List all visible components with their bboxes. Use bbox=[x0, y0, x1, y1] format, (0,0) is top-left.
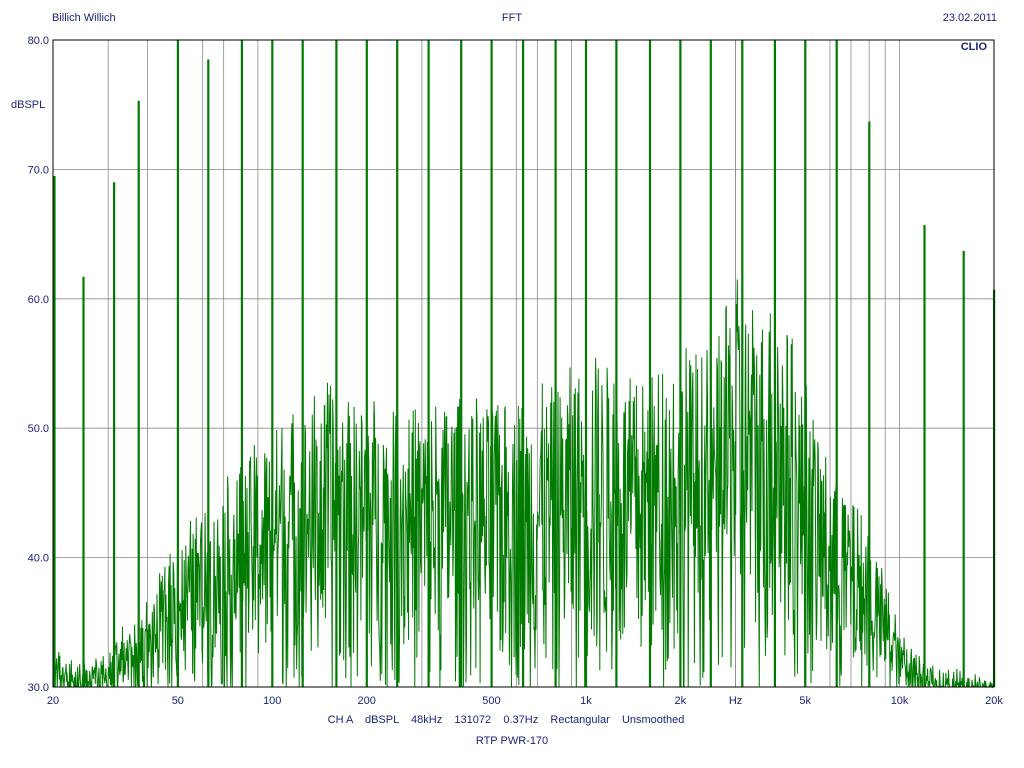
spike-line bbox=[835, 40, 838, 687]
spike-line bbox=[741, 40, 744, 687]
x-tick-label: 500 bbox=[482, 695, 500, 707]
x-tick-label: 20 bbox=[47, 695, 59, 707]
spike-line bbox=[427, 40, 430, 687]
spike-line bbox=[53, 175, 56, 687]
spike-line bbox=[82, 276, 85, 687]
spike-line bbox=[868, 121, 871, 687]
x-tick-label: 20k bbox=[985, 695, 1003, 707]
spike-line bbox=[176, 40, 179, 687]
spike-line bbox=[271, 40, 274, 687]
y-tick-label: 30.0 bbox=[28, 682, 49, 694]
spike-line bbox=[923, 225, 926, 687]
footer-device: RTP PWR-170 bbox=[475, 735, 549, 747]
tick-labels: 30.0 40.0 50.0 60.0 70.0 80.0 20 50 100 200 500 1k 2… bbox=[28, 35, 1004, 707]
plot-frame bbox=[52, 39, 995, 688]
spike-line bbox=[396, 40, 399, 687]
chart-title: FFT bbox=[501, 12, 523, 24]
x-tick-label: 2k bbox=[675, 695, 687, 707]
spike-line bbox=[709, 40, 712, 687]
footer-settings: CH A dBSPL 48kHz 131072 0.37Hz Rectangul… bbox=[327, 714, 685, 726]
x-tick-label: 10k bbox=[891, 695, 909, 707]
header-date: 23.02.2011 bbox=[942, 12, 997, 24]
spike-line bbox=[773, 40, 776, 687]
spike-line bbox=[460, 40, 463, 687]
spike-line bbox=[522, 40, 525, 687]
spike-line bbox=[137, 100, 140, 688]
y-tick-label: 80.0 bbox=[28, 35, 49, 47]
spike-line bbox=[335, 40, 338, 687]
x-tick-label: 1k bbox=[580, 695, 592, 707]
x-tick-label: 200 bbox=[357, 695, 375, 707]
y-tick-label: 70.0 bbox=[28, 164, 49, 176]
spike-line bbox=[554, 40, 557, 687]
spike-line bbox=[615, 40, 618, 687]
y-axis-label: dBSPL bbox=[11, 99, 46, 111]
x-tick-label: 50 bbox=[172, 695, 184, 707]
spike-line bbox=[804, 40, 807, 687]
spike-line bbox=[679, 40, 682, 687]
header-left-label: Billich Willich bbox=[52, 12, 116, 24]
y-tick-label: 50.0 bbox=[28, 423, 49, 435]
spike-line bbox=[584, 40, 588, 687]
spike-line bbox=[240, 40, 243, 687]
spike-line bbox=[113, 182, 116, 688]
x-tick-label: Hz bbox=[729, 695, 742, 707]
spike-line bbox=[207, 59, 210, 687]
brand-label: CLIO bbox=[960, 41, 987, 53]
spike-line bbox=[490, 40, 493, 687]
spike-line bbox=[301, 40, 304, 687]
fft-trace bbox=[52, 40, 996, 689]
spike-line bbox=[962, 250, 965, 687]
spike-line bbox=[648, 40, 652, 687]
y-tick-label: 60.0 bbox=[28, 294, 49, 306]
spike-line bbox=[365, 40, 368, 687]
x-tick-label: 100 bbox=[263, 695, 281, 707]
y-tick-label: 40.0 bbox=[28, 553, 49, 565]
x-tick-label: 5k bbox=[799, 695, 811, 707]
